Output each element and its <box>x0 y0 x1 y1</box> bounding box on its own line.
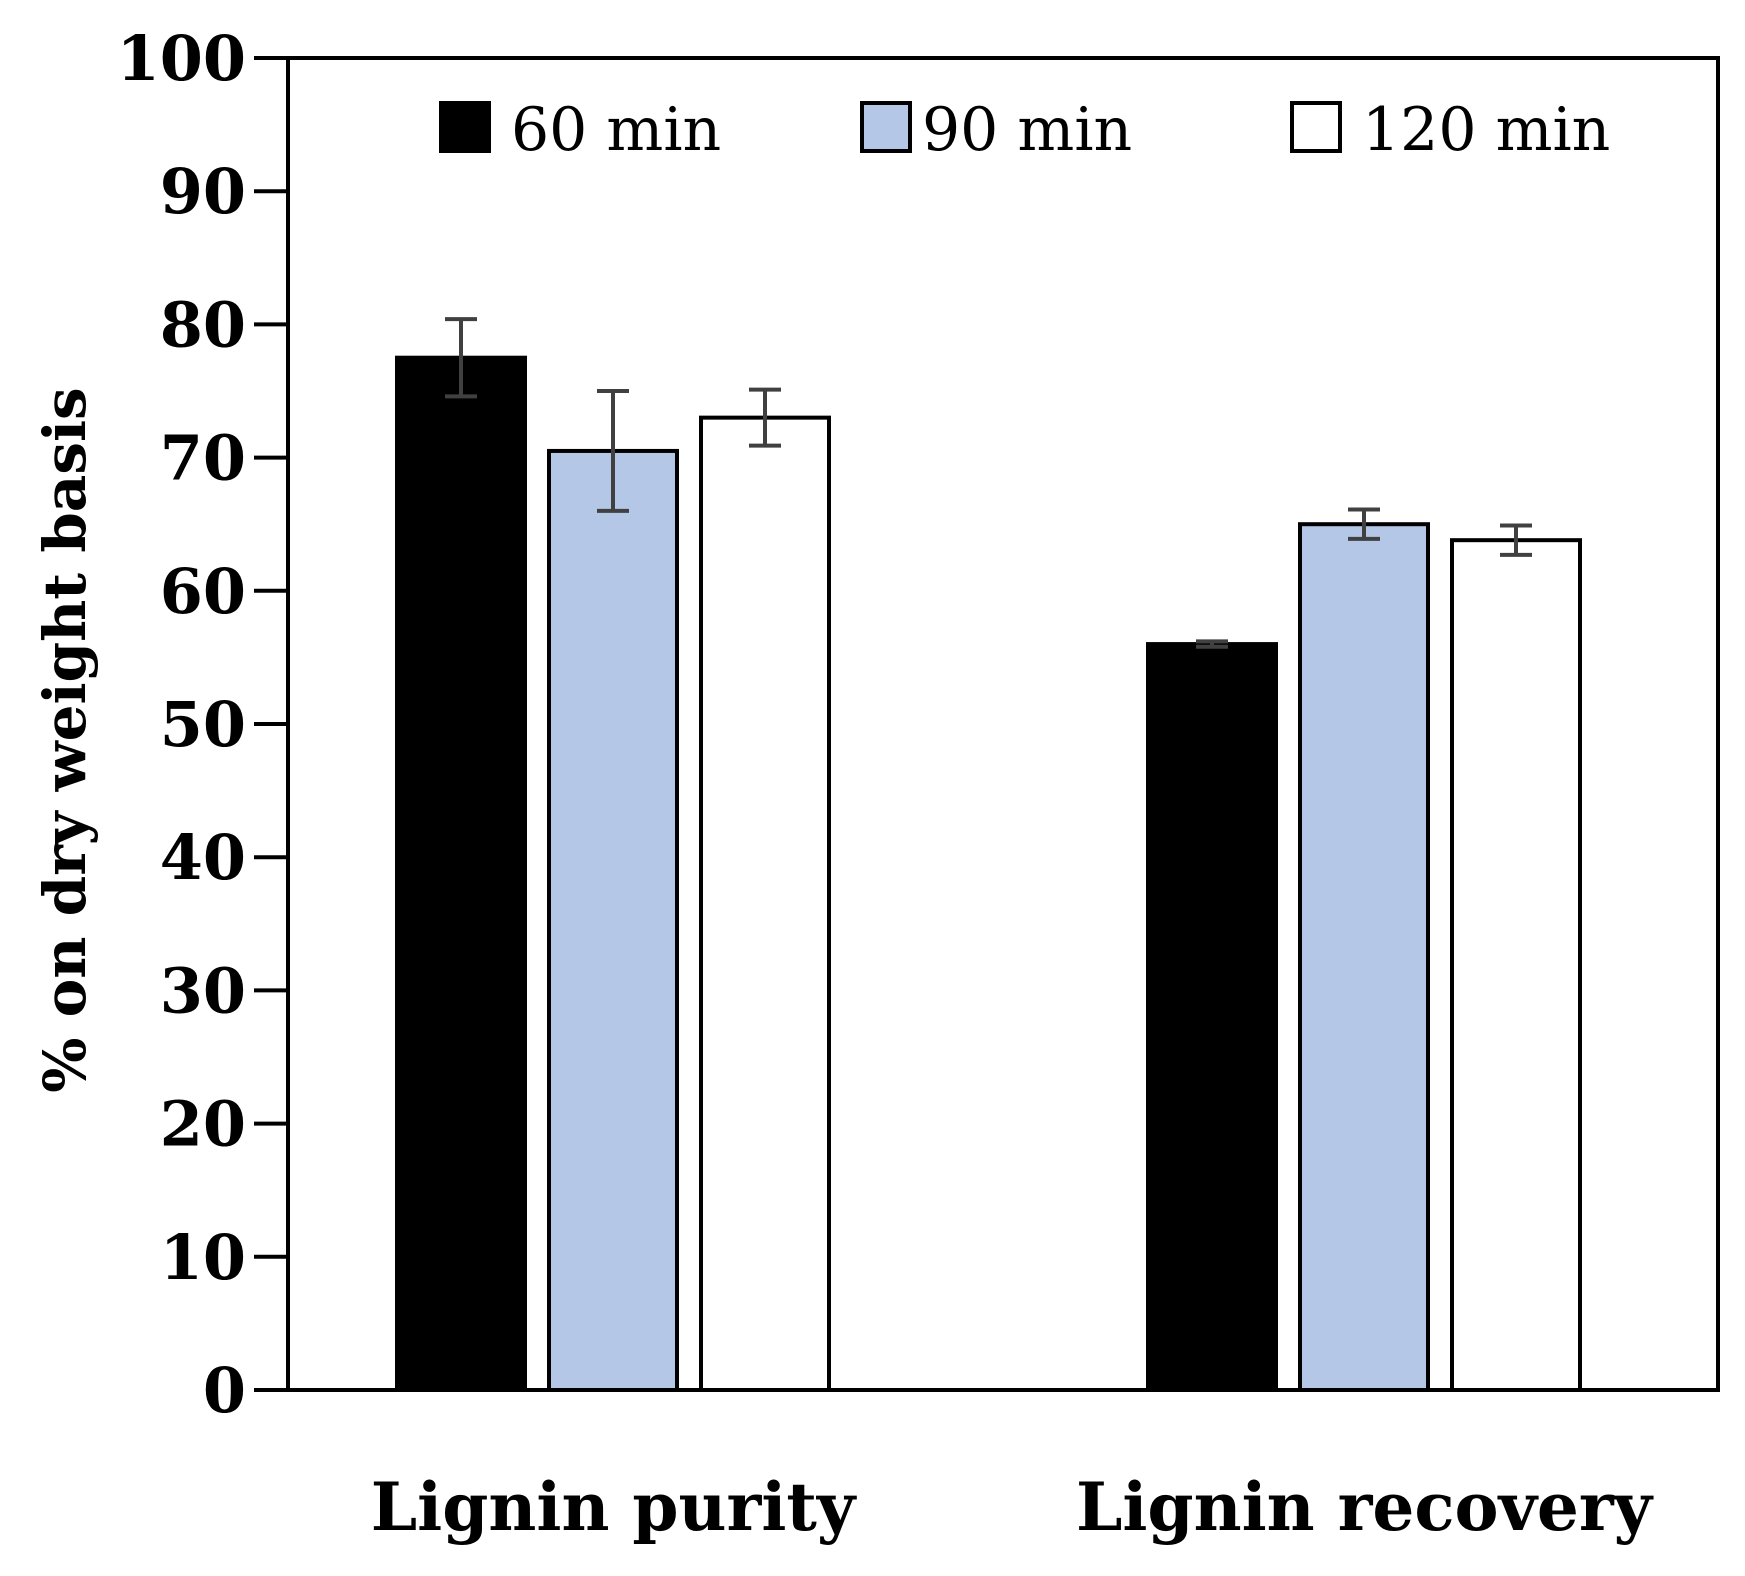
y-tick-label: 70 <box>160 422 246 495</box>
x-category-label: Lignin purity <box>371 1468 857 1546</box>
y-tick-label: 80 <box>160 288 246 361</box>
y-tick-label: 0 <box>203 1354 246 1427</box>
bar-60-min-lignin-recovery <box>1146 642 1278 1392</box>
y-tick-label: 50 <box>160 688 246 761</box>
legend-swatch-90-min <box>860 101 912 153</box>
x-category-label: Lignin recovery <box>1076 1468 1654 1546</box>
y-tick-label: 90 <box>160 155 246 228</box>
error-bars-group <box>445 317 1532 649</box>
y-tick-label: 40 <box>160 821 246 894</box>
bar-90-min-lignin-recovery <box>1298 522 1430 1392</box>
legend-label: 120 min <box>1362 95 1610 165</box>
legend-swatch-120-min <box>1290 101 1342 153</box>
y-tick-label: 100 <box>117 22 246 95</box>
bar-120-min-lignin-purity <box>699 415 831 1392</box>
y-ticks-group: 0 10 20 30 40 50 60 70 80 90 100 <box>117 22 288 1427</box>
legend-label: 90 min <box>922 95 1132 165</box>
y-axis-title: % on dry weight basis <box>31 387 99 1092</box>
legend-label: 60 min <box>511 95 721 165</box>
legend-swatch-60-min <box>439 101 491 153</box>
bar-120-min-lignin-recovery <box>1450 538 1582 1392</box>
legend: 60 min 90 min 120 min <box>439 95 1610 165</box>
y-tick-label: 10 <box>160 1221 246 1294</box>
bar-90-min-lignin-purity <box>547 448 679 1392</box>
bars-group <box>395 355 1582 1393</box>
y-tick-label: 60 <box>160 555 246 628</box>
bar-60-min-lignin-purity <box>395 355 527 1393</box>
x-categories-group: Lignin purity Lignin recovery <box>371 1468 1654 1546</box>
y-tick-label: 30 <box>160 954 246 1027</box>
y-tick-label: 20 <box>160 1088 246 1161</box>
